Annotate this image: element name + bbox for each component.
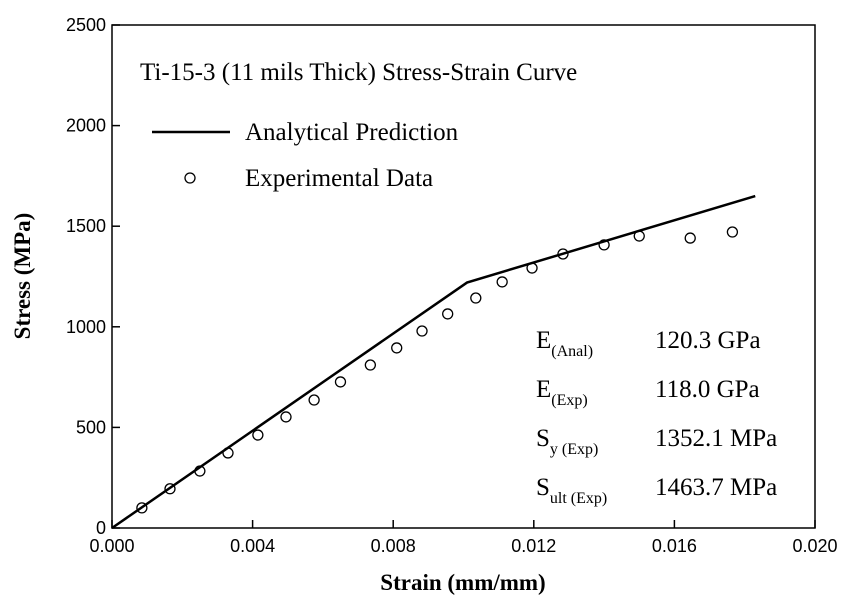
annotation-subscript: ult (Exp) xyxy=(550,490,607,507)
data-point xyxy=(252,429,264,441)
data-point xyxy=(470,292,482,304)
data-point xyxy=(222,447,234,459)
annotation-value: 120.3 GPa xyxy=(655,327,761,354)
legend-marker xyxy=(184,172,196,184)
x-tick-label: 0.004 xyxy=(230,536,275,556)
annotation-symbol: Sult (Exp) xyxy=(536,474,607,507)
analytical-line xyxy=(111,194,756,530)
y-axis-label: Stress (MPa) xyxy=(10,213,35,340)
y-tick-label: 0 xyxy=(96,518,106,538)
x-axis-label: Strain (mm/mm) xyxy=(380,570,545,595)
annotation-symbol-text: S xyxy=(536,425,550,452)
plot-frame xyxy=(111,24,816,529)
annotation-value: 1352.1 MPa xyxy=(655,425,777,452)
y-tick-label: 1000 xyxy=(66,317,106,337)
annotation-symbol: Sy (Exp) xyxy=(536,425,598,458)
data-point xyxy=(308,394,320,406)
annotation-symbol-text: S xyxy=(536,474,550,501)
y-tick-label: 500 xyxy=(76,417,106,437)
annotation-symbol: E(Anal) xyxy=(536,327,593,360)
data-point xyxy=(684,232,696,244)
x-tick-label: 0.000 xyxy=(89,536,134,556)
x-tick-label: 0.016 xyxy=(652,536,697,556)
data-point xyxy=(633,230,645,242)
data-point xyxy=(194,465,206,477)
x-tick-label: 0.020 xyxy=(792,536,837,556)
y-tick-label: 1500 xyxy=(66,216,106,236)
annotation-symbol-text: E xyxy=(536,376,551,403)
annotation-subscript: (Exp) xyxy=(551,392,587,409)
data-point xyxy=(726,226,739,238)
annotation-value: 118.0 GPa xyxy=(655,376,760,403)
data-point xyxy=(557,248,569,260)
annotation-symbol-text: E xyxy=(536,327,551,354)
y-tick-label: 2500 xyxy=(66,15,106,35)
data-point xyxy=(496,276,508,288)
y-tick-label: 2000 xyxy=(66,116,106,136)
data-point xyxy=(136,502,148,514)
legend-label: Experimental Data xyxy=(245,165,433,192)
x-tick-label: 0.008 xyxy=(371,536,416,556)
data-point xyxy=(334,376,347,388)
annotation-value: 1463.7 MPa xyxy=(655,474,777,501)
legend-label: Analytical Prediction xyxy=(245,119,459,146)
chart-title: Ti-15-3 (11 mils Thick) Stress-Strain Cu… xyxy=(140,59,577,86)
annotation-symbol: E(Exp) xyxy=(536,376,588,409)
x-tick-label: 0.012 xyxy=(511,536,556,556)
data-point xyxy=(416,325,428,337)
data-point xyxy=(442,308,454,320)
data-point xyxy=(364,359,377,371)
annotation-subscript: (Anal) xyxy=(551,343,593,360)
data-point xyxy=(598,239,610,251)
data-point xyxy=(391,342,403,354)
data-point xyxy=(164,483,176,495)
data-point xyxy=(526,262,538,274)
data-point xyxy=(280,411,292,423)
annotation-subscript: y (Exp) xyxy=(550,441,598,458)
